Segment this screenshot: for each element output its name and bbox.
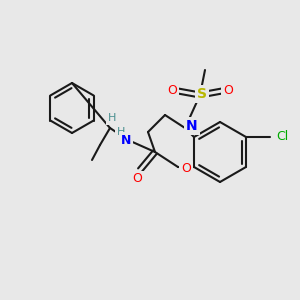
Text: O: O (223, 85, 233, 98)
Text: Cl: Cl (276, 130, 288, 143)
Text: N: N (121, 134, 131, 146)
Text: O: O (181, 163, 191, 176)
Text: S: S (197, 87, 207, 101)
Text: H: H (117, 127, 125, 137)
Text: N: N (186, 119, 198, 133)
Text: O: O (132, 172, 142, 185)
Text: H: H (108, 113, 116, 123)
Text: O: O (167, 85, 177, 98)
